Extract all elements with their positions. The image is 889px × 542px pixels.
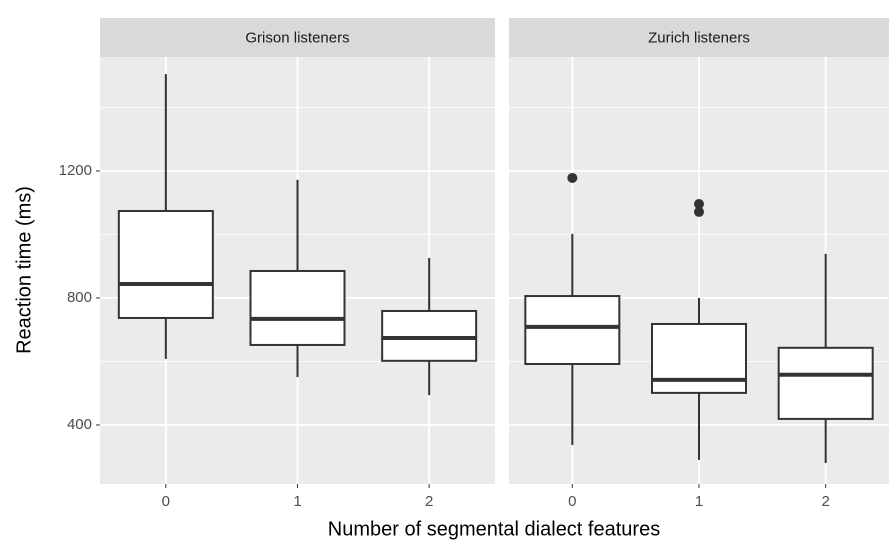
box (524, 295, 621, 365)
outlier (694, 198, 704, 209)
x-tick-label: 2 (425, 493, 433, 510)
box (117, 209, 214, 319)
strip-label: Zurich listeners (648, 29, 750, 46)
x-tick-label: 0 (162, 493, 170, 510)
strip (100, 18, 495, 57)
y-tick-label: 400 (67, 416, 92, 433)
box (777, 346, 874, 420)
y-tick-label: 1200 (59, 162, 92, 179)
x-tick-label: 0 (568, 493, 576, 510)
box (381, 309, 478, 362)
x-axis-title: Number of segmental dialect features (328, 518, 660, 540)
outlier (694, 206, 704, 217)
x-tick-label: 1 (695, 493, 703, 510)
box (249, 269, 346, 346)
x-tick-label: 1 (293, 493, 301, 510)
strip (509, 18, 889, 57)
outlier (567, 172, 578, 183)
x-tick-label: 2 (821, 493, 829, 510)
y-axis-title: Reaction time (ms) (13, 186, 35, 354)
y-tick-label: 800 (67, 289, 92, 306)
box (651, 322, 747, 394)
strip-label: Grison listeners (245, 29, 349, 46)
